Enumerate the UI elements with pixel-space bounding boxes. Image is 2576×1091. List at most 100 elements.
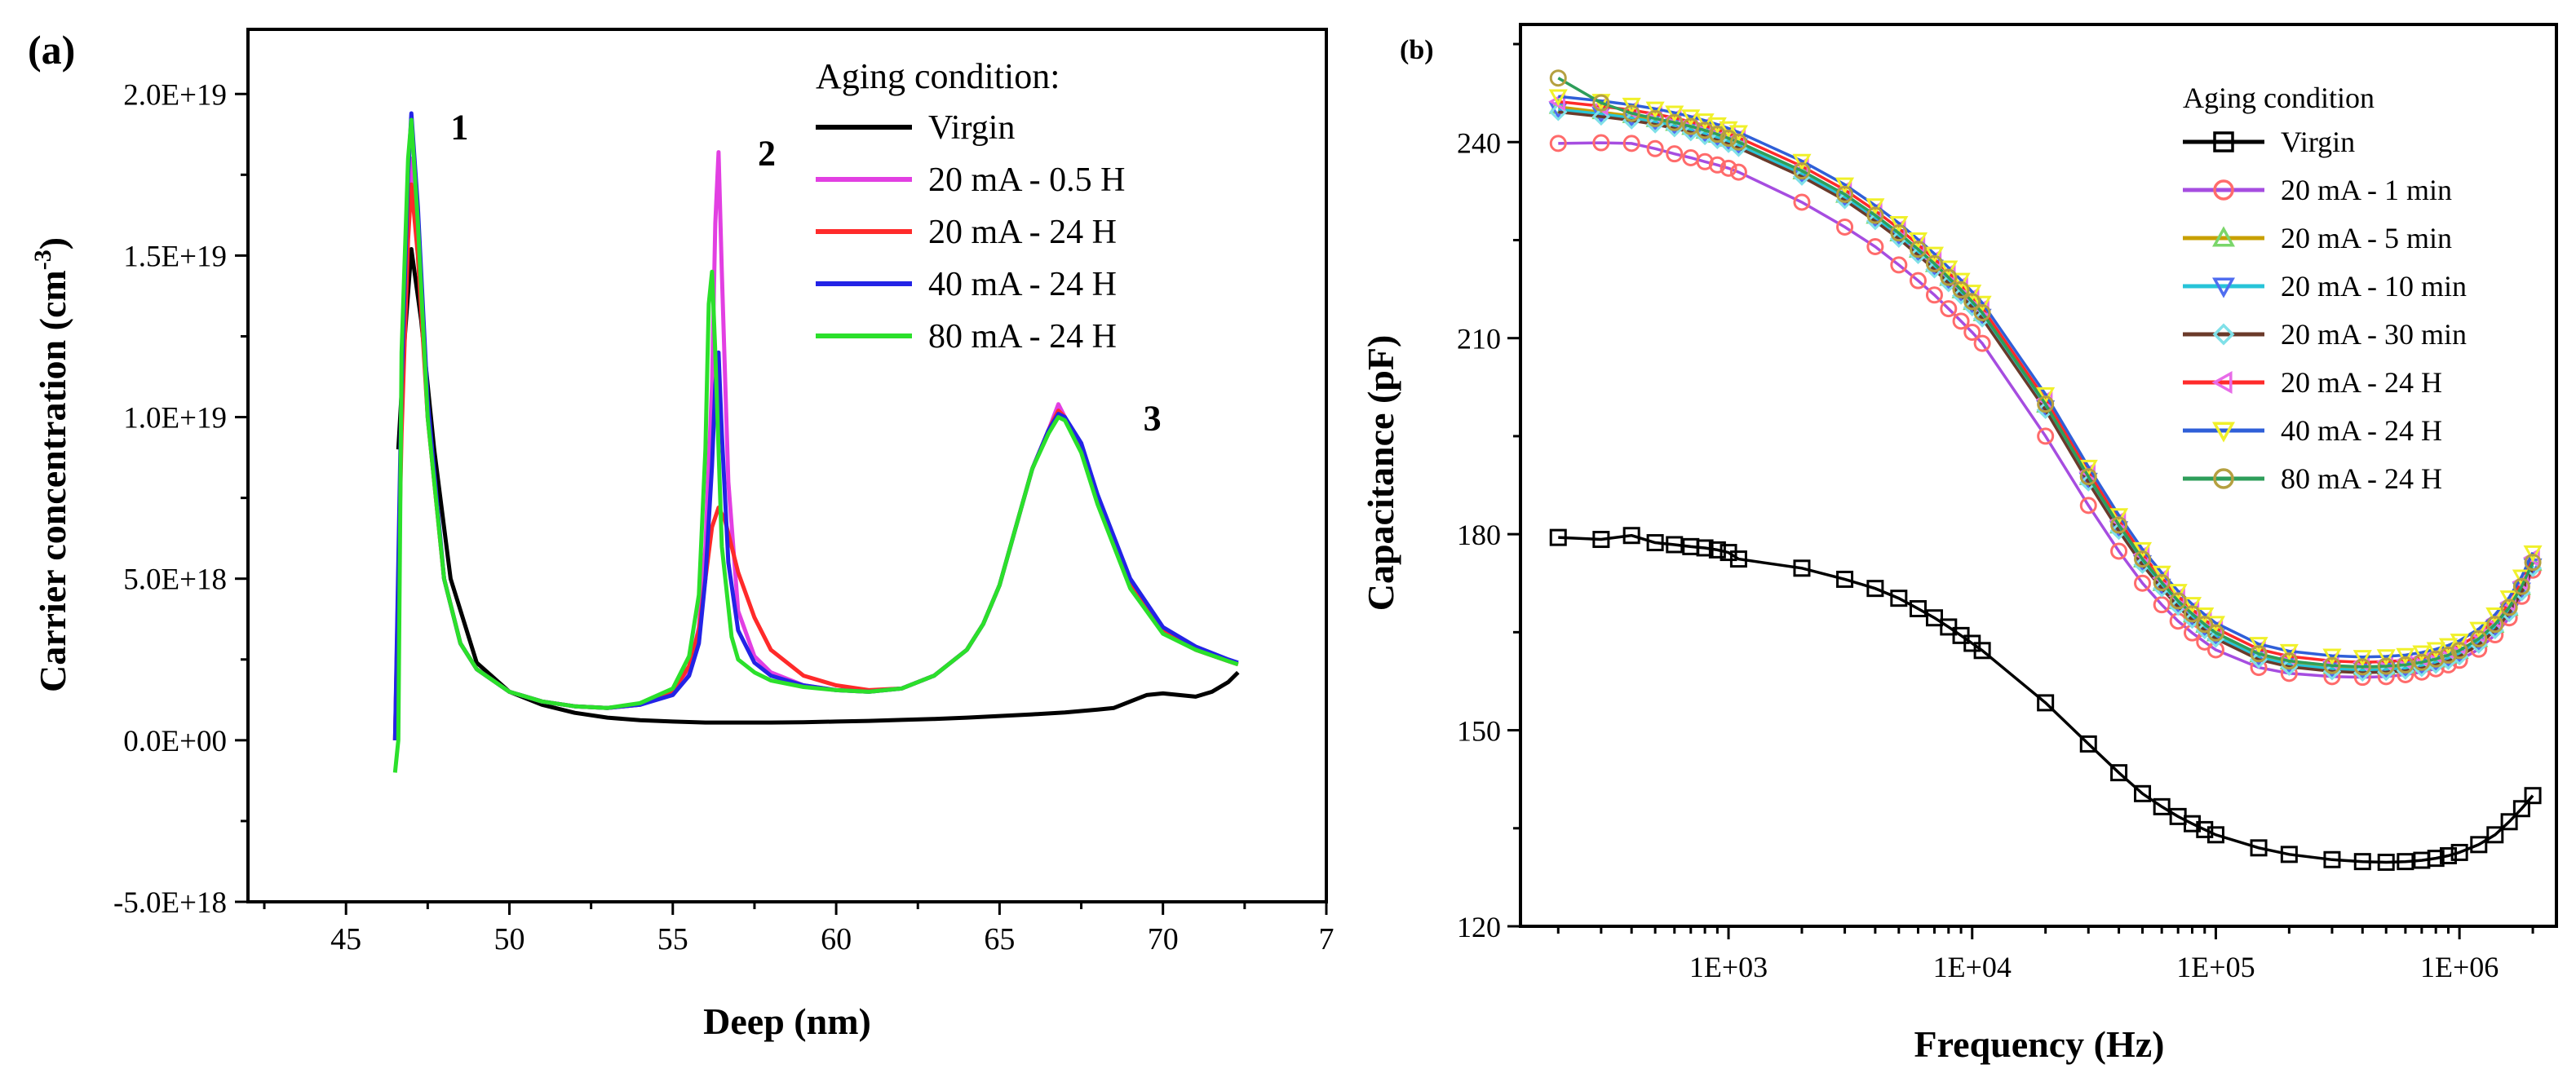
legend-entry: 80 mA - 24 H xyxy=(2281,462,2442,495)
panel-a-label: (a) xyxy=(28,27,75,73)
x-tick-label: 45 xyxy=(330,922,361,956)
legend-entry: 80 mA - 24 H xyxy=(928,318,1117,356)
data-point-marker xyxy=(1729,163,1747,181)
data-point-marker xyxy=(2352,650,2372,667)
data-point-marker xyxy=(2397,853,2414,871)
data-point-marker xyxy=(1666,113,1684,131)
data-point-marker xyxy=(1646,534,1664,552)
data-point-marker xyxy=(1866,206,1884,224)
x-tick-label: 65 xyxy=(984,922,1015,956)
data-point-marker xyxy=(2153,573,2171,591)
data-point-marker xyxy=(2134,574,2152,592)
data-point-marker xyxy=(1695,113,1715,130)
data-point-marker xyxy=(2037,395,2055,413)
series-line-virgin xyxy=(396,247,1240,725)
data-point-marker xyxy=(2500,599,2518,616)
data-point-marker xyxy=(1908,232,1928,250)
data-point-marker xyxy=(1925,254,1943,272)
data-point-marker xyxy=(1666,145,1684,163)
data-point-marker xyxy=(1836,570,1854,588)
peak-label: 1 xyxy=(450,108,468,148)
data-point-marker xyxy=(2279,643,2299,661)
data-point-marker xyxy=(2212,277,2235,298)
data-point-marker xyxy=(1890,590,1908,607)
panel-b-x-axis-title: Frequency (Hz) xyxy=(1914,1023,2164,1065)
data-point-marker xyxy=(2486,826,2504,844)
data-point-marker xyxy=(2396,647,2415,665)
data-point-marker xyxy=(1866,580,1884,598)
panel-b-legend: Aging condition Virgin 20 mA - 1 min 20 mA … xyxy=(2183,82,2467,495)
panel-a-legend: Aging condition: Virgin 20 mA - 0.5 H 20 mA… xyxy=(816,56,1126,356)
data-point-marker xyxy=(1951,272,1971,290)
data-point-marker xyxy=(1909,241,1927,258)
data-point-marker xyxy=(2450,642,2468,660)
legend-entry: 20 mA - 24 H xyxy=(2281,366,2442,399)
data-point-marker xyxy=(1708,126,1726,144)
y-tick-label: 2.0E+19 xyxy=(123,78,227,112)
panel-a: (a) 45 50 55 60 65 70 7 -5.0E+18 0.0E+00 5.0E+18 1… xyxy=(28,27,1334,1042)
y-tick-label: 150 xyxy=(1457,715,1501,748)
data-point-marker xyxy=(2524,787,2542,805)
data-point-marker xyxy=(1940,268,1958,286)
data-point-marker xyxy=(1666,536,1684,554)
data-point-marker xyxy=(2037,694,2055,712)
data-point-marker xyxy=(2500,813,2518,831)
data-point-marker xyxy=(2512,577,2530,595)
data-point-marker xyxy=(2196,616,2214,634)
data-point-marker xyxy=(2280,846,2298,864)
data-point-marker xyxy=(2470,836,2488,854)
legend-entry: 20 mA - 1 min xyxy=(2281,174,2452,206)
data-point-marker xyxy=(1939,260,1959,278)
series-40ma-24h xyxy=(1548,89,2543,667)
data-point-marker xyxy=(1696,539,1714,557)
data-point-marker xyxy=(1707,117,1727,135)
data-point-marker xyxy=(1549,69,1567,87)
panel-a-plot-frame xyxy=(246,28,1328,903)
data-point-marker xyxy=(2109,508,2129,525)
data-point-marker xyxy=(1720,129,1737,147)
series-line xyxy=(1558,533,2534,864)
data-point-marker xyxy=(2169,592,2187,610)
panel-b-plot-frame xyxy=(1519,23,2558,928)
data-point-marker xyxy=(1793,193,1811,211)
x-tick-label: 70 xyxy=(1148,922,1179,956)
data-point-marker xyxy=(2132,541,2153,559)
data-point-marker xyxy=(1729,133,1747,151)
legend-entry: 40 mA - 24 H xyxy=(2281,414,2442,447)
data-point-marker xyxy=(2397,656,2414,674)
data-point-marker xyxy=(1890,256,1908,274)
legend-entry: 20 mA - 24 H xyxy=(928,214,1117,251)
legend-entry: 20 mA - 0.5 H xyxy=(928,161,1126,199)
legend-entry: 20 mA - 5 min xyxy=(2281,222,2452,254)
data-point-marker xyxy=(2323,850,2341,868)
data-point-marker xyxy=(1622,97,1641,115)
data-point-marker xyxy=(1963,293,1981,311)
data-point-marker xyxy=(1708,156,1726,174)
data-point-marker xyxy=(2450,843,2468,861)
panel-a-x-axis-title: Deep (nm) xyxy=(703,1000,871,1042)
data-point-marker xyxy=(1681,109,1701,127)
data-point-marker xyxy=(1925,609,1943,627)
data-point-marker xyxy=(1622,104,1640,122)
data-point-marker xyxy=(2213,179,2234,201)
data-point-marker xyxy=(2323,656,2341,674)
legend-entry: 20 mA - 10 min xyxy=(2281,270,2467,303)
panel-b-label: (b) xyxy=(1400,35,1434,65)
data-point-marker xyxy=(1549,135,1567,152)
data-point-marker xyxy=(1940,300,1958,318)
series-virgin xyxy=(1549,527,2542,871)
data-point-marker xyxy=(1866,237,1884,255)
data-point-marker xyxy=(2212,226,2235,247)
x-tick-label: 55 xyxy=(657,922,688,956)
data-point-marker xyxy=(1973,303,1991,321)
data-point-marker xyxy=(2377,657,2395,675)
y-tick-label: 120 xyxy=(1457,911,1501,943)
data-point-marker xyxy=(2427,850,2445,868)
data-point-marker xyxy=(2168,584,2188,601)
data-point-marker xyxy=(2211,371,2233,394)
y-tick-label: 180 xyxy=(1457,519,1501,551)
data-point-marker xyxy=(1793,559,1811,577)
data-point-marker xyxy=(1793,162,1811,180)
panel-b: (b) 1E+03 1E+04 1E+05 1E+06120150180210240 … xyxy=(1360,23,2558,1065)
